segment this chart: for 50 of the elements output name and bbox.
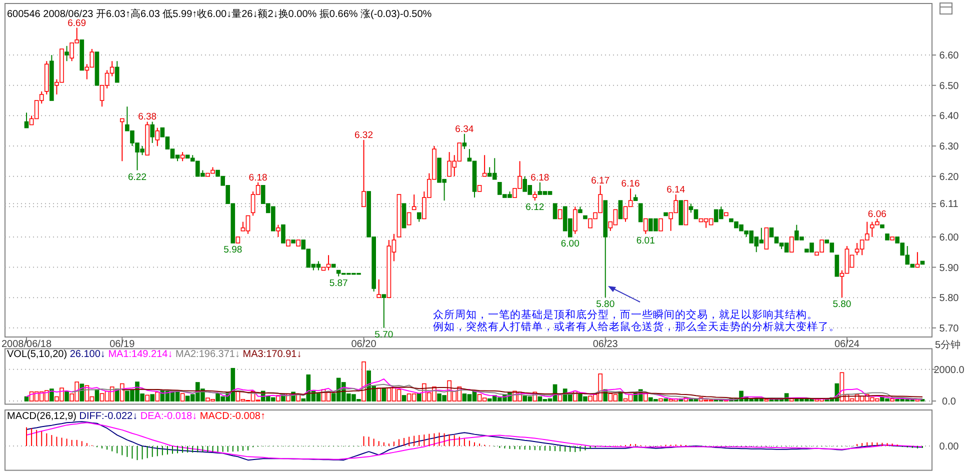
y-tick-label: 5.90 xyxy=(939,262,960,274)
y-tick-label: 2000.0 xyxy=(934,364,965,376)
annotation: 6.32 xyxy=(354,130,374,141)
y-tick-label: 6.40 xyxy=(939,111,960,122)
annotation: 6.16 xyxy=(621,178,640,190)
y-tick-label: 0.0 xyxy=(942,396,956,408)
annotation: 6.22 xyxy=(128,172,147,183)
text: MA1:149.214↓ xyxy=(108,349,176,360)
annotation: 例如，突然有人打错单，或者有人给老鼠仓送货，那么全天走势的分析就大变样了。 xyxy=(433,320,840,333)
text: MACD:-0.008↑ xyxy=(200,411,268,422)
annotation: 5.87 xyxy=(329,278,348,289)
y-tick-label: 6.60 xyxy=(939,50,960,62)
x-axis-title: 5分钟 xyxy=(935,339,961,351)
y-tick-label: 6.20 xyxy=(939,172,960,183)
annotation: 6.17 xyxy=(591,175,610,186)
series-label: DIFF:-0.022↓ xyxy=(79,411,140,422)
chart-title: MACD(26,12,9) xyxy=(7,411,80,422)
annotation: 6.18 xyxy=(248,172,268,184)
annotation: 6.00 xyxy=(560,238,580,250)
annotation: 众所周知，一笔的基础是顶和底分型，而一些瞬间的交易，就足以影响其结构。 xyxy=(433,308,818,321)
annotation: 5.70 xyxy=(374,329,394,340)
x-tick-label: 06/23 xyxy=(592,339,618,350)
x-tick-label: 2008/06/18 xyxy=(1,339,52,350)
annotation: 5.98 xyxy=(224,244,242,256)
chart-title: VOL(5,10,20) xyxy=(7,349,70,360)
annotation: 6.01 xyxy=(636,235,655,246)
annotation: 5.80 xyxy=(832,299,852,310)
text: 600546 2008/06/23 开6.03↑高6.03 低5.99↑收6.00↓量26↓额2↓换0.00% 振0.66% 涨(-0.03)-0.50% xyxy=(7,8,432,20)
annotation: 6.18 xyxy=(530,172,550,184)
y-tick-label: 6.30 xyxy=(939,141,960,152)
annotation: 5.80 xyxy=(596,299,615,310)
y-tick-label: 6.50 xyxy=(939,80,960,92)
x-tick-label: 06/24 xyxy=(834,339,860,350)
y-tick-label: 6.11 xyxy=(940,199,959,210)
series-label: DEA:-0.018↓ xyxy=(140,411,200,422)
y-tick-label: 5.80 xyxy=(939,293,960,304)
text: MA3:170.91↓ xyxy=(242,349,304,360)
y-tick-label: 5.70 xyxy=(939,323,960,334)
text: MA2:196.371↓ xyxy=(175,349,243,360)
annotation: 6.14 xyxy=(666,184,686,196)
text: 26.100↓ xyxy=(70,349,108,360)
annotation: 6.06 xyxy=(868,208,886,220)
ref-line-label: 0.00 xyxy=(939,441,960,452)
y-tick-label: 6.00 xyxy=(939,232,960,244)
annotation: 6.34 xyxy=(455,124,474,135)
annotation: 6.69 xyxy=(68,18,86,29)
x-tick-label: 06/20 xyxy=(351,339,377,350)
x-tick-label: 06/19 xyxy=(110,339,136,350)
annotation: 6.12 xyxy=(526,202,544,214)
annotation: 6.38 xyxy=(138,112,157,123)
